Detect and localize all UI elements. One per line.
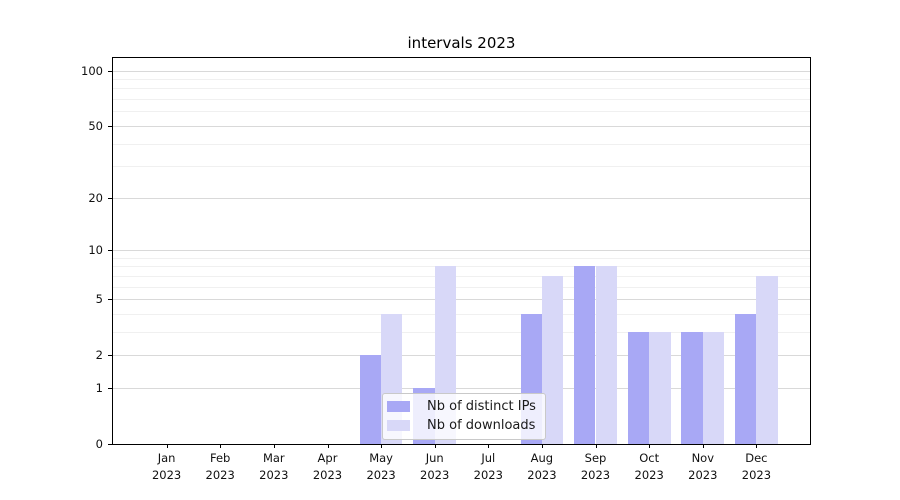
gridline-minor (113, 166, 810, 168)
x-tick-label: Apr 2023 (312, 451, 343, 482)
bar-downloads-sep (595, 266, 617, 444)
gridline-minor (113, 313, 810, 315)
x-tick-label: Aug 2023 (527, 451, 557, 482)
grid-layer (113, 58, 810, 444)
y-tick-mark (108, 197, 112, 199)
x-tick-label: Sep 2023 (580, 451, 611, 482)
y-tick-label: 5 (95, 292, 103, 306)
y-tick-label: 10 (88, 243, 103, 257)
gridline-minor (113, 111, 810, 113)
y-tick-mark (108, 250, 112, 251)
plot-area: Nb of distinct IPs Nb of downloads 0 1 2 5 1… (81, 57, 811, 482)
legend-item-downloads: Nb of downloads (387, 418, 536, 433)
x-tick-label: Dec 2023 (741, 451, 772, 482)
x-tick-mark (220, 444, 222, 448)
legend: Nb of distinct IPs Nb of downloads (382, 393, 546, 440)
bar-downloads-aug (541, 275, 564, 444)
x-tick-mark (595, 444, 597, 448)
x-tick-mark (649, 444, 651, 448)
gridline-major (113, 299, 810, 300)
y-tick-mark (108, 444, 112, 445)
gridline-major (113, 197, 810, 199)
y-tick-label: 20 (88, 190, 103, 205)
gridline-major (113, 250, 810, 251)
y-tick-label: 50 (88, 118, 103, 133)
y-tick-mark (108, 355, 112, 357)
bar-downloads-dec (756, 275, 778, 444)
bars-layer (113, 58, 810, 444)
gridline-minor (113, 286, 810, 288)
gridline-minor (113, 143, 810, 145)
x-tick-mark (327, 444, 329, 448)
legend-label-downloads: Nb of downloads (427, 418, 536, 433)
bar-distinct-ips-may (359, 355, 381, 444)
gridline-minor (113, 88, 810, 90)
bar-downloads-oct (649, 331, 671, 444)
y-tick-label: 0 (95, 437, 103, 451)
bar-distinct-ips-dec (734, 313, 757, 444)
x-tick-mark (488, 444, 490, 448)
x-tick-label: Oct 2023 (634, 451, 664, 482)
y-tick-mark (108, 387, 112, 389)
x-tick-label: Jan 2023 (151, 451, 182, 482)
gridline-minor (113, 331, 810, 333)
y-tick-mark (108, 125, 112, 127)
x-tick-mark (702, 444, 704, 448)
bar-distinct-ips-sep (574, 266, 596, 444)
bar-distinct-ips-nov (681, 331, 703, 444)
gridline-major (113, 70, 810, 72)
legend-item-distinct-ips: Nb of distinct IPs (387, 399, 536, 414)
gridline-minor (113, 79, 810, 80)
gridline-major (113, 355, 810, 357)
x-tick-mark (273, 444, 275, 448)
y-tick-label: 100 (81, 63, 103, 78)
gridline-major (113, 125, 810, 127)
gridline-major (113, 387, 810, 389)
x-tick-mark (166, 444, 168, 448)
gridline-minor (113, 99, 810, 101)
x-tick-mark (541, 444, 543, 448)
chart-title: intervals 2023 (407, 34, 516, 52)
bar-downloads-nov (702, 331, 725, 444)
gridline-minor (113, 257, 810, 259)
gridline-minor (113, 266, 810, 268)
x-tick-mark (434, 444, 436, 448)
legend-label-distinct-ips: Nb of distinct IPs (427, 399, 536, 414)
x-tick-mark (381, 444, 383, 448)
x-tick-label: Nov 2023 (688, 451, 718, 482)
x-tick-label: Jun 2023 (420, 451, 450, 482)
x-tick-label: Mar 2023 (259, 451, 289, 482)
gridline-minor (113, 275, 810, 277)
bar-distinct-ips-oct (627, 331, 650, 444)
x-tick-label: May 2023 (366, 451, 396, 482)
legend-swatch-downloads (387, 420, 410, 431)
y-tick-label: 2 (95, 348, 103, 363)
x-tick-label: Jul 2023 (473, 451, 503, 482)
y-tick-label: 1 (95, 380, 103, 395)
y-tick-mark (108, 299, 112, 300)
x-tick-label: Feb 2023 (205, 451, 235, 482)
x-tick-mark (756, 444, 758, 448)
legend-swatch-distinct-ips (387, 401, 410, 412)
y-tick-mark (108, 70, 112, 72)
